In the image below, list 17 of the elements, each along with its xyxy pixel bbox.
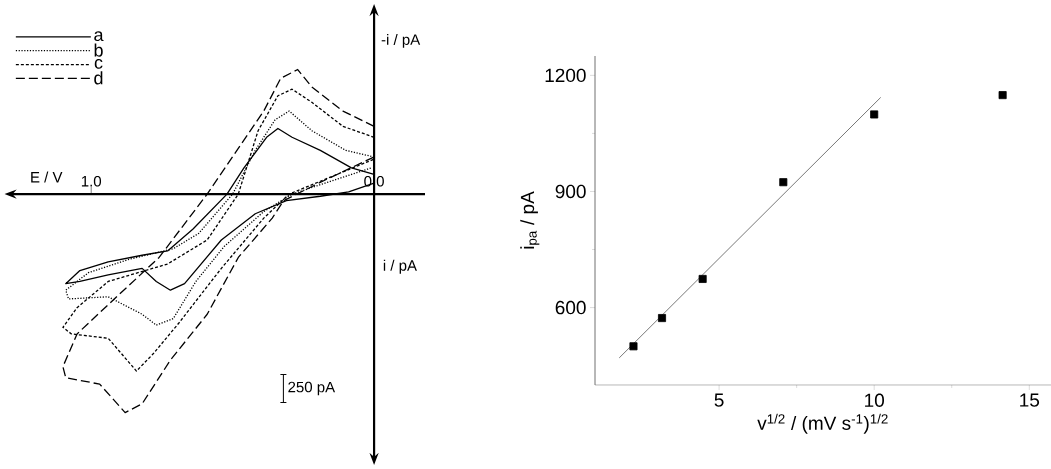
y-tick-label: 600	[555, 300, 586, 315]
x-tick-label: 5	[714, 393, 724, 407]
x-tick-label: 10	[865, 393, 885, 407]
y-axis-title: i$_{pa}$ / pA	[520, 191, 540, 249]
x-tick-label: 1.0	[81, 175, 102, 187]
x-tick-label: 15	[1020, 393, 1040, 407]
legend-label: d	[94, 71, 103, 85]
legend-label: a	[94, 31, 104, 42]
y-tick-label: 1200	[545, 68, 586, 83]
legend-label: b	[94, 43, 103, 57]
y-tick-label: 900	[555, 184, 586, 199]
y-axis-title: -i / pA	[381, 33, 421, 48]
x-axis-title: v$^{1/2}$ / (mV s$^{-1}$)$^{1/2}$	[757, 413, 888, 434]
x-axis-title: E / V	[31, 171, 63, 183]
legend-label: c	[94, 58, 103, 69]
annotation: 250 pA	[288, 381, 336, 396]
annotation: i / pA	[383, 259, 417, 274]
